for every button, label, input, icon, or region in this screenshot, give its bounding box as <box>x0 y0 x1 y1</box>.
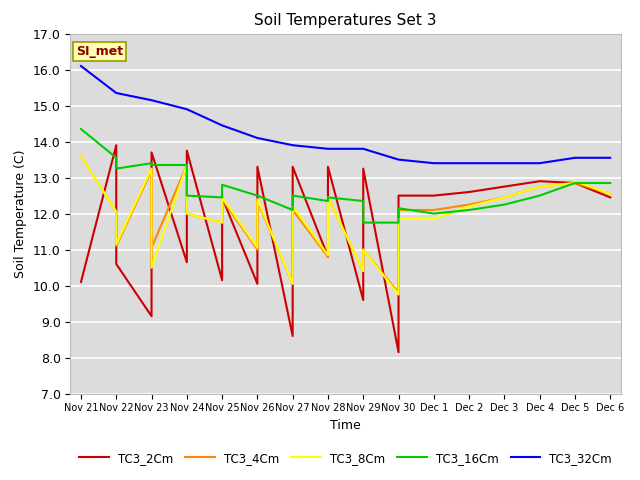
Legend: TC3_2Cm, TC3_4Cm, TC3_8Cm, TC3_16Cm, TC3_32Cm: TC3_2Cm, TC3_4Cm, TC3_8Cm, TC3_16Cm, TC3… <box>74 447 617 469</box>
X-axis label: Time: Time <box>330 419 361 432</box>
Title: Soil Temperatures Set 3: Soil Temperatures Set 3 <box>254 13 437 28</box>
Y-axis label: Soil Temperature (C): Soil Temperature (C) <box>14 149 28 278</box>
Text: SI_met: SI_met <box>76 45 123 58</box>
